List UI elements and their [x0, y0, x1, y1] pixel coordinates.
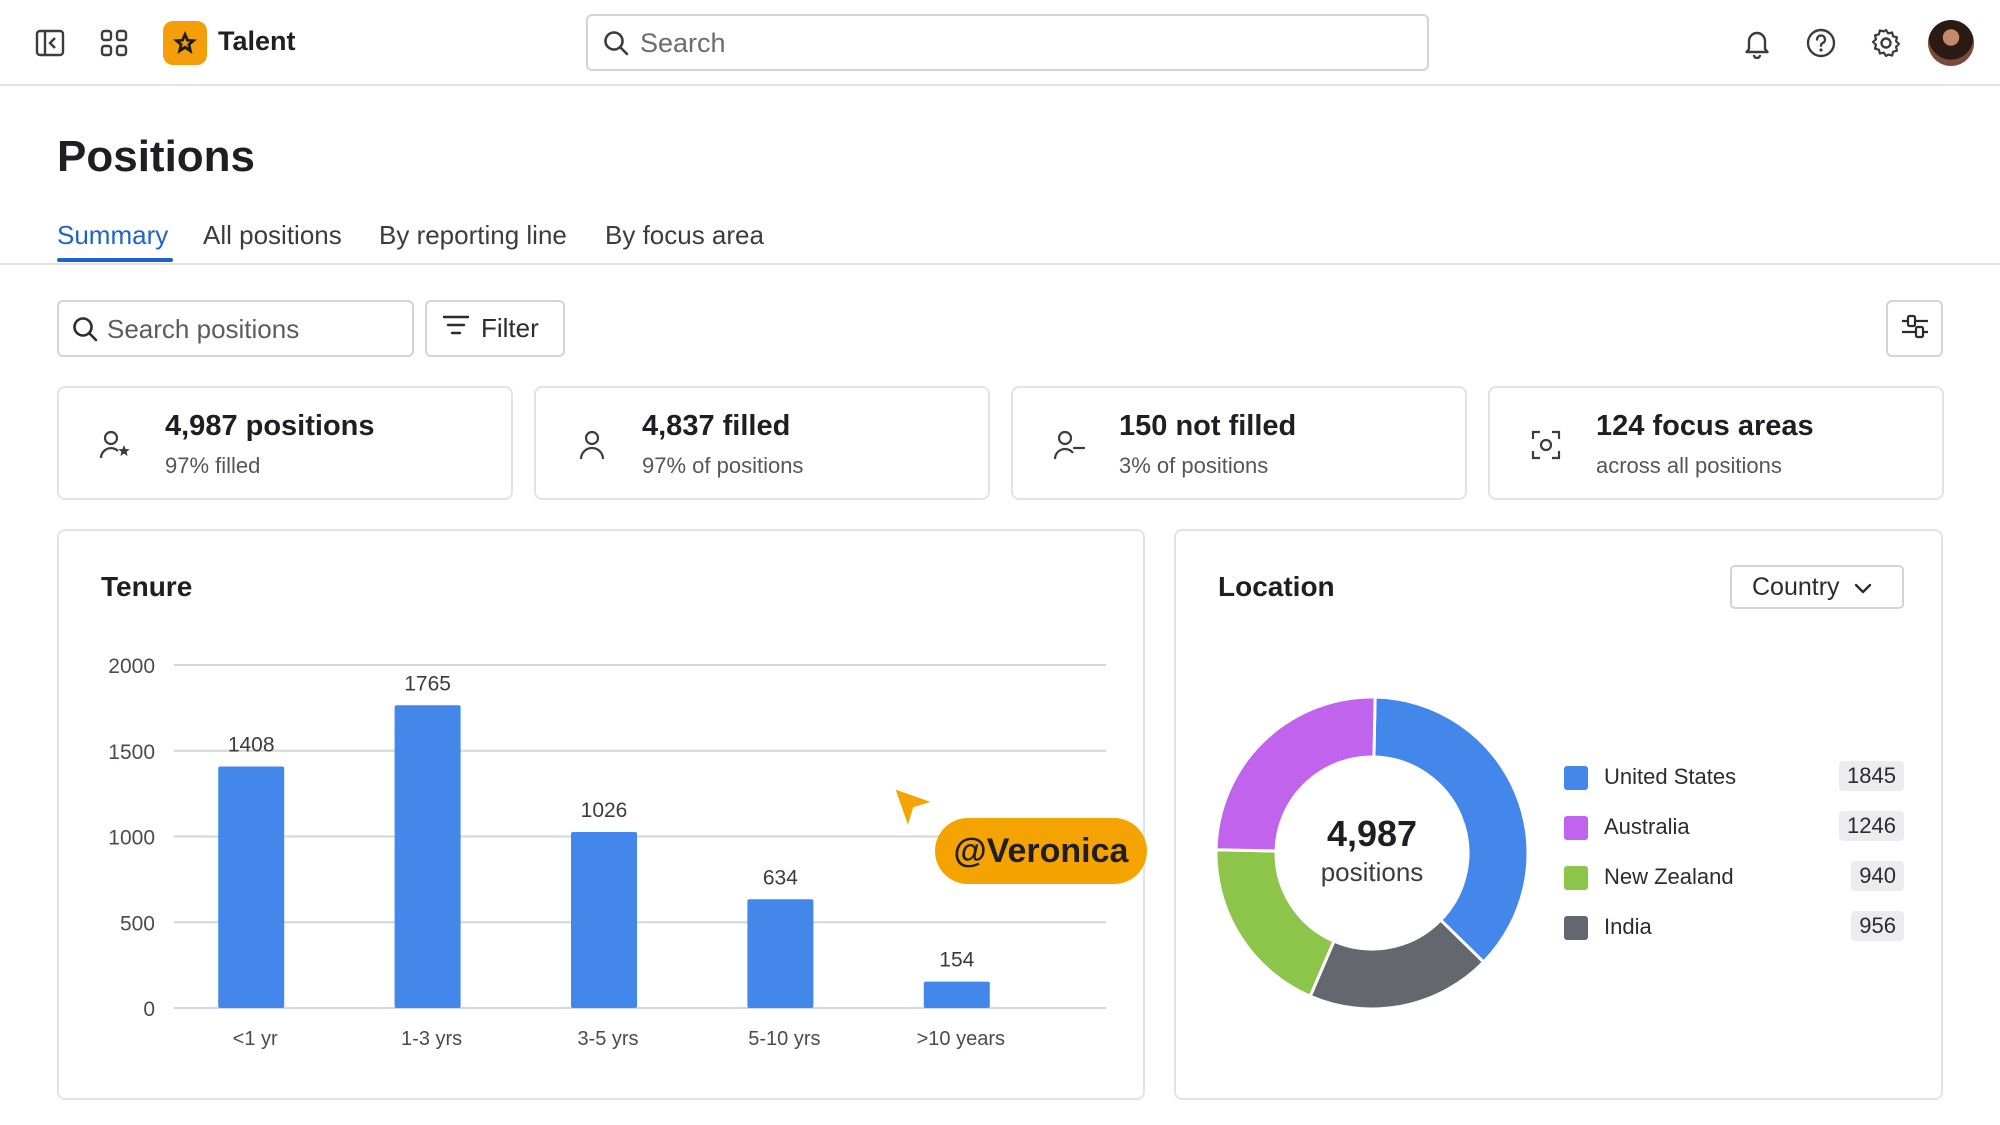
legend-count: 956: [1851, 911, 1904, 941]
location-donut: 4,987 positions: [1214, 695, 1530, 1011]
y-tick-label: 1000: [108, 827, 155, 850]
bar->10 years: [923, 981, 990, 1008]
legend-label: New Zealand: [1604, 864, 1734, 889]
x-tick-label: 3-5 yrs: [577, 1028, 638, 1050]
filter-button[interactable]: Filter: [425, 300, 565, 357]
donut-chart: [1214, 695, 1530, 1011]
legend-label: Australia: [1604, 814, 1690, 839]
legend-swatch: [1564, 816, 1588, 840]
bar-value-label: 154: [939, 949, 974, 972]
focus-icon: [1526, 425, 1566, 465]
view-settings-button[interactable]: [1886, 300, 1943, 357]
y-tick-label: 500: [120, 912, 155, 935]
active-tab-indicator: [57, 258, 173, 262]
position-search-input[interactable]: [107, 310, 397, 348]
search-icon: [602, 29, 630, 62]
tab-all-positions[interactable]: All positions: [203, 220, 342, 250]
donut-slice-united-states: [1372, 695, 1530, 965]
stat-title: 4,987 positions: [165, 410, 375, 442]
filter-label: Filter: [481, 313, 539, 343]
person-minus-icon: [1049, 425, 1089, 465]
filter-icon: [442, 313, 470, 344]
star-logo-icon[interactable]: [163, 21, 207, 65]
legend-item-united-states[interactable]: United States 1845: [1564, 759, 1904, 795]
bar-value-label: 1408: [228, 734, 275, 757]
stat-title: 124 focus areas: [1596, 410, 1814, 442]
legend-item-new-zealand[interactable]: New Zealand 940: [1564, 859, 1904, 895]
bar-value-label: 1765: [404, 672, 451, 695]
x-tick-label: <1 yr: [233, 1028, 278, 1050]
location-panel: Location Country 4,987 positions United …: [1174, 529, 1943, 1100]
group-by-select[interactable]: Country: [1730, 565, 1904, 609]
legend-swatch: [1564, 766, 1588, 790]
bar-value-label: 1026: [581, 799, 628, 822]
person-star-icon: [95, 425, 135, 465]
legend-item-australia[interactable]: Australia 1246: [1564, 809, 1904, 845]
stat-card-focus-areas[interactable]: 124 focus areas across all positions: [1488, 386, 1944, 500]
tenure-panel: 0 500 1000 1500 2000 1408 <1 yr 1765 1-3 yrs 1026…: [57, 529, 1145, 1100]
stat-title: 150 not filled: [1119, 410, 1297, 442]
tenure-title: Tenure: [101, 571, 193, 602]
stat-subtitle: 97% of positions: [642, 453, 804, 478]
stat-title: 4,837 filled: [642, 410, 791, 442]
x-tick-label: 5-10 yrs: [748, 1028, 820, 1050]
global-search-input[interactable]: [640, 24, 1400, 62]
gear-icon[interactable]: [1866, 23, 1906, 63]
location-title: Location: [1218, 571, 1335, 602]
stat-subtitle: 97% filled: [165, 453, 261, 478]
chevron-down-icon: [1854, 573, 1872, 602]
legend-label: India: [1604, 914, 1652, 939]
donut-total-label: positions: [1320, 857, 1424, 887]
bar-<1 yr: [218, 766, 285, 1008]
x-tick-label: 1-3 yrs: [401, 1028, 462, 1050]
donut-slice-australia: [1214, 695, 1377, 853]
tab-by-reporting-line[interactable]: By reporting line: [379, 220, 567, 250]
position-search-box[interactable]: [57, 300, 414, 357]
stat-subtitle: across all positions: [1596, 453, 1782, 478]
donut-total: 4,987: [1326, 813, 1418, 854]
page-title: Positions: [57, 132, 256, 181]
y-tick-label: 1500: [108, 741, 155, 764]
tab-summary[interactable]: Summary: [57, 220, 169, 250]
collaborator-cursor-icon: [890, 786, 938, 834]
sliders-icon: [1900, 311, 1930, 346]
sidebar-toggle-icon[interactable]: [30, 23, 70, 63]
legend-label: United States: [1604, 764, 1737, 789]
group-by-value: Country: [1752, 572, 1840, 601]
bar-3-5 yrs: [571, 832, 637, 1008]
legend-count: 1246: [1839, 811, 1904, 841]
bar-5-10 yrs: [747, 899, 814, 1008]
search-icon: [71, 315, 99, 348]
y-tick-label: 2000: [108, 655, 155, 678]
y-tick-label: 0: [143, 998, 155, 1021]
legend-item-india[interactable]: India 956: [1564, 909, 1904, 945]
bar-value-label: 634: [763, 866, 798, 889]
legend-count: 940: [1851, 861, 1904, 891]
apps-grid-icon[interactable]: [94, 23, 134, 63]
help-icon[interactable]: [1801, 23, 1841, 63]
legend-swatch: [1564, 866, 1588, 890]
bar-1-3 yrs: [394, 705, 461, 1008]
avatar[interactable]: [1928, 20, 1974, 66]
person-icon: [572, 425, 612, 465]
legend-count: 1845: [1839, 761, 1904, 791]
stat-card-not-filled[interactable]: 150 not filled 3% of positions: [1011, 386, 1467, 500]
global-search-box[interactable]: [586, 14, 1429, 71]
tenure-bar-chart: 0 500 1000 1500 2000 1408 <1 yr 1765 1-3 yrs 1026…: [108, 655, 1106, 1050]
tab-bar: Summary All positions By reporting line …: [0, 210, 2000, 265]
tab-by-focus-area[interactable]: By focus area: [605, 220, 764, 250]
stat-card-positions[interactable]: 4,987 positions 97% filled: [57, 386, 513, 500]
bell-icon[interactable]: [1737, 23, 1777, 63]
stat-subtitle: 3% of positions: [1119, 453, 1269, 478]
mention-tag: @Veronica: [935, 818, 1147, 884]
legend-swatch: [1564, 916, 1588, 940]
stat-card-filled[interactable]: 4,837 filled 97% of positions: [534, 386, 990, 500]
x-tick-label: >10 years: [917, 1028, 1005, 1050]
top-bar: Talent: [0, 0, 2000, 86]
app-name[interactable]: Talent: [218, 26, 296, 56]
